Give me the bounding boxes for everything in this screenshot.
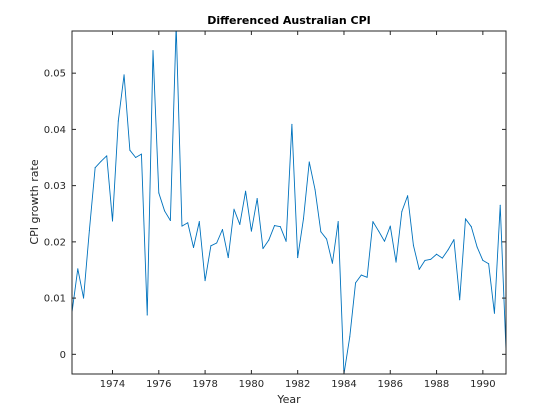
y-tick-label: 0.01	[44, 294, 66, 305]
data-point	[112, 220, 114, 222]
data-point	[106, 155, 108, 157]
data-point	[337, 221, 339, 223]
data-point	[227, 257, 229, 259]
data-point	[349, 336, 351, 338]
data-point	[129, 149, 131, 151]
data-point	[401, 211, 403, 212]
data-point	[424, 259, 426, 261]
data-point	[285, 240, 287, 242]
data-point	[239, 223, 241, 225]
data-point	[233, 208, 235, 210]
data-point	[83, 297, 85, 299]
data-point	[146, 314, 148, 316]
x-tick-label: 1984	[331, 379, 356, 390]
data-point	[221, 228, 223, 230]
x-tick-label: 1990	[470, 379, 495, 390]
data-point	[499, 204, 501, 206]
data-point	[378, 230, 380, 232]
data-point	[117, 120, 119, 122]
data-point	[123, 74, 125, 76]
chart-title: Differenced Australian CPI	[207, 14, 371, 27]
data-point	[493, 312, 495, 314]
x-tick-label: 1982	[285, 379, 310, 390]
axes-box	[71, 30, 507, 375]
data-point	[482, 259, 484, 261]
x-axis-label: Year	[276, 393, 301, 406]
data-point	[250, 230, 252, 232]
data-point	[291, 123, 293, 125]
data-point	[331, 262, 333, 264]
data-point	[447, 249, 449, 251]
data-point	[441, 257, 443, 259]
x-tick-label: 1980	[239, 379, 264, 390]
data-point	[279, 226, 281, 228]
data-point	[464, 218, 466, 220]
data-point	[297, 257, 299, 259]
data-point	[326, 238, 328, 240]
data-point	[389, 225, 391, 227]
plot-area: 1974 1976 1978 1980 1982 1984 1986 1988 1990 0 0.…	[44, 25, 507, 390]
data-point	[204, 280, 206, 282]
data-point	[430, 258, 432, 260]
data-point	[210, 245, 212, 247]
data-point	[320, 231, 322, 233]
series-line	[72, 31, 506, 374]
y-axis-ticks: 0 0.01 0.02 0.03 0.04 0.05	[44, 69, 506, 361]
data-point	[187, 222, 189, 224]
x-tick-label: 1974	[100, 379, 125, 390]
y-tick-label: 0.05	[44, 69, 66, 80]
data-point	[274, 225, 276, 227]
data-point	[302, 218, 304, 220]
data-point	[94, 167, 96, 169]
data-point	[407, 195, 409, 197]
data-point	[140, 153, 142, 155]
data-point	[308, 161, 310, 163]
data-point	[459, 299, 461, 301]
y-axis-label: CPI growth rate	[28, 159, 41, 244]
data-point	[100, 160, 102, 162]
data-point	[256, 198, 258, 200]
data-point	[181, 225, 183, 227]
data-point	[88, 230, 90, 232]
data-point	[164, 210, 166, 212]
y-tick-label: 0.02	[44, 237, 66, 248]
data-point	[453, 239, 455, 241]
x-axis-ticks: 1974 1976 1978 1980 1982 1984 1986 1988 1990	[100, 31, 496, 390]
data-point	[470, 226, 472, 228]
data-point	[152, 50, 154, 52]
data-point	[198, 221, 200, 223]
data-point	[135, 157, 137, 159]
x-tick-label: 1976	[146, 379, 171, 390]
data-point	[488, 263, 490, 265]
data-point	[383, 240, 385, 242]
data-point	[77, 268, 79, 270]
data-point	[193, 246, 195, 248]
data-point	[158, 192, 160, 194]
data-point	[418, 268, 420, 270]
data-point	[412, 244, 414, 246]
data-point	[355, 282, 357, 284]
data-point	[366, 276, 368, 278]
data-point	[176, 25, 177, 26]
x-tick-label: 1978	[192, 379, 217, 390]
y-tick-label: 0	[60, 350, 66, 361]
plot-background	[72, 31, 506, 374]
data-point	[216, 242, 218, 244]
data-point	[360, 274, 362, 276]
x-tick-label: 1986	[378, 379, 403, 390]
y-tick-label: 0.03	[44, 181, 66, 192]
series-layer	[72, 25, 506, 374]
data-point	[169, 219, 171, 221]
data-point	[314, 189, 316, 191]
data-point	[245, 190, 247, 192]
data-point	[395, 261, 397, 263]
data-point	[476, 246, 478, 248]
data-point	[262, 248, 264, 250]
x-tick-label: 1988	[424, 379, 449, 390]
data-point	[436, 253, 438, 255]
y-tick-label: 0.04	[44, 125, 66, 136]
data-point	[372, 221, 374, 223]
data-point	[268, 239, 270, 241]
